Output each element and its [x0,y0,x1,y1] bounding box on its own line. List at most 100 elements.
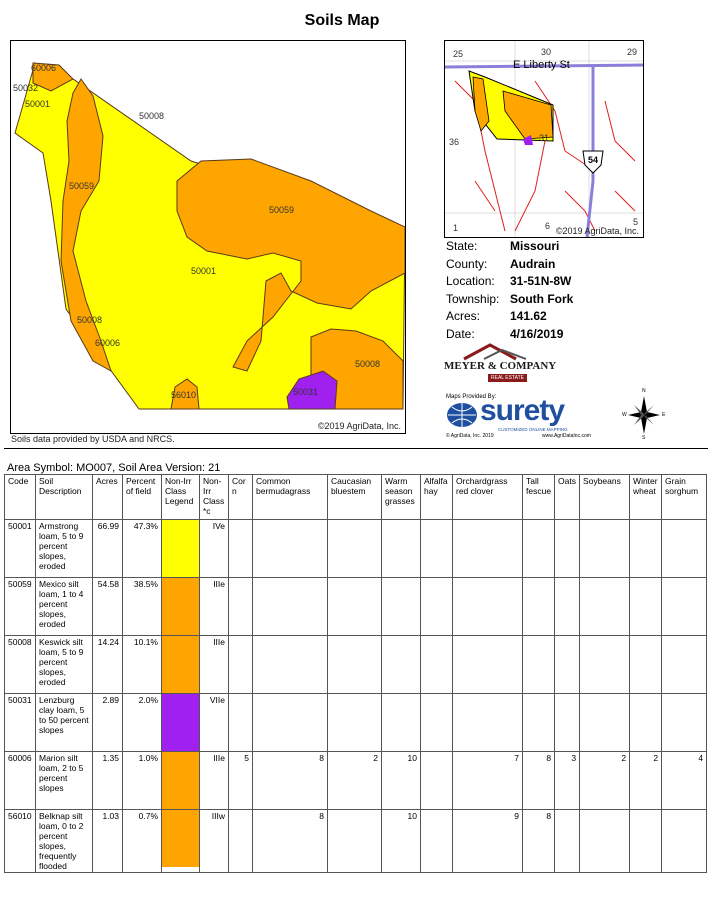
column-header: Soil Description [35,474,93,520]
class-legend-cell [161,809,200,873]
surety-copyright: © AgriData, Inc. 2019 [446,433,494,439]
column-header: Common bermudagrass [252,474,328,520]
page-title: Soils Map [304,12,380,29]
class-legend-cell [161,751,200,810]
info-label: State: [446,239,478,253]
yield-cell [381,519,421,578]
yield-cell [661,635,708,694]
yield-cell [521,519,556,578]
inset-section-label: 36 [449,137,460,147]
yield-cell [554,693,581,752]
percent-cell: 10.1% [122,635,162,694]
inset-section-label: 31 [539,133,550,143]
yield-cell: 10 [381,751,421,810]
soil-code-cell: 50059 [4,577,36,636]
column-header: Soybeans [579,474,631,520]
inset-map: 25 30 29 36 31 1 6 5 E Liberty St 54 ©20… [444,40,644,238]
yield-cell [521,577,556,636]
info-label: Location: [446,274,495,289]
yield-cell [252,635,328,694]
highway-shield-label: 54 [588,155,599,165]
soil-description-cell: Marion silt loam, 2 to 5 percent slopes [35,751,93,810]
yield-cell [554,519,581,578]
compass-w: W [622,412,627,418]
yield-cell [252,519,328,578]
column-header: Percent of field [122,474,162,520]
surety-url: www.AgriDataInc.com [542,433,591,439]
yield-cell [629,809,663,873]
map-label: 50059 [69,181,95,191]
class-legend-swatch [162,694,199,751]
column-header: Non-Irr Class Legend [161,474,200,520]
map-label: 60006 [95,338,121,348]
non-irr-class-cell: VIIe [199,693,229,752]
map-label: 50008 [139,111,165,121]
compass-rose-icon [628,396,660,434]
yield-cell [381,577,421,636]
acres-cell: 54.58 [92,577,123,636]
yield-cell [327,693,382,752]
yield-cell: 8 [521,751,556,810]
yield-cell [554,577,581,636]
map-label: 50001 [191,266,217,276]
soil-code-cell: 56010 [4,809,36,873]
info-value: 31-51N-8W [510,274,572,289]
acres-cell: 1.35 [92,751,123,810]
yield-cell: 8 [252,751,328,810]
table-row: 50001 Armstrong loam, 5 to 9 percent slop… [4,519,708,578]
yield-cell [521,635,556,694]
yield-cell [252,577,328,636]
yield-cell [554,809,581,873]
soil-polygon-50031 [286,370,338,410]
soil-code-cell: 50001 [4,519,36,578]
inset-road-label: E Liberty St [513,59,570,71]
class-legend-swatch [162,520,199,577]
yield-cell [661,809,708,873]
column-header: Oats [554,474,581,520]
compass-e: E [662,412,666,418]
yield-cell [252,693,328,752]
area-symbol: Area Symbol: MO007, Soil Area Version: 2… [7,462,221,474]
info-value: Audrain [510,256,556,271]
yield-cell: 8 [521,809,556,873]
acres-cell: 1.03 [92,809,123,873]
soil-description-cell: Mexico silt loam, 1 to 4 percent slopes,… [35,577,93,636]
yield-cell [579,519,631,578]
inset-credit: ©2019 AgriData, Inc. [555,226,639,236]
percent-cell: 1.0% [122,751,162,810]
soil-code-cell: 50008 [4,635,36,694]
soil-polygon-56010 [170,378,200,410]
yield-cell: 2 [579,751,631,810]
yield-cell: 9 [452,809,523,873]
info-value: 141.62 [510,309,547,324]
map-label: 50032 [13,83,39,93]
soil-description-cell: Armstrong loam, 5 to 9 percent slopes, e… [35,519,93,578]
non-irr-class-cell: IVe [199,519,229,578]
yield-cell [420,809,453,873]
yield-cell: 10 [381,809,421,873]
map-label: 50001 [25,99,51,109]
yield-cell [629,635,663,694]
map-label: 50008 [355,359,381,369]
north-arrow-compass: N W E S [622,388,666,442]
class-legend-cell [161,693,200,752]
info-value: 4/16/2019 [510,326,564,341]
soil-polygon-60006 [32,62,74,92]
maps-provided-by-label: Maps Provided By: [446,394,497,400]
column-header: Warm season grasses [381,474,421,520]
class-legend-swatch [162,810,199,867]
acres-cell: 2.89 [92,693,123,752]
yield-cell: 3 [554,751,581,810]
map-credit: ©2019 AgriData, Inc. [317,421,401,431]
yield-cell [521,693,556,752]
yield-cell: 2 [327,751,382,810]
yield-cell: 8 [252,809,328,873]
column-header: Grain sorghum [661,474,708,520]
house-roof-icon [463,343,527,361]
map-label: 56010 [171,390,197,400]
soils-map-canvas [14,62,405,410]
non-irr-class-cell: IIIw [199,809,229,873]
soil-description-cell: Keswick silt loam, 5 to 9 percent slopes… [35,635,93,694]
yield-cell [661,577,708,636]
yield-cell [554,635,581,694]
